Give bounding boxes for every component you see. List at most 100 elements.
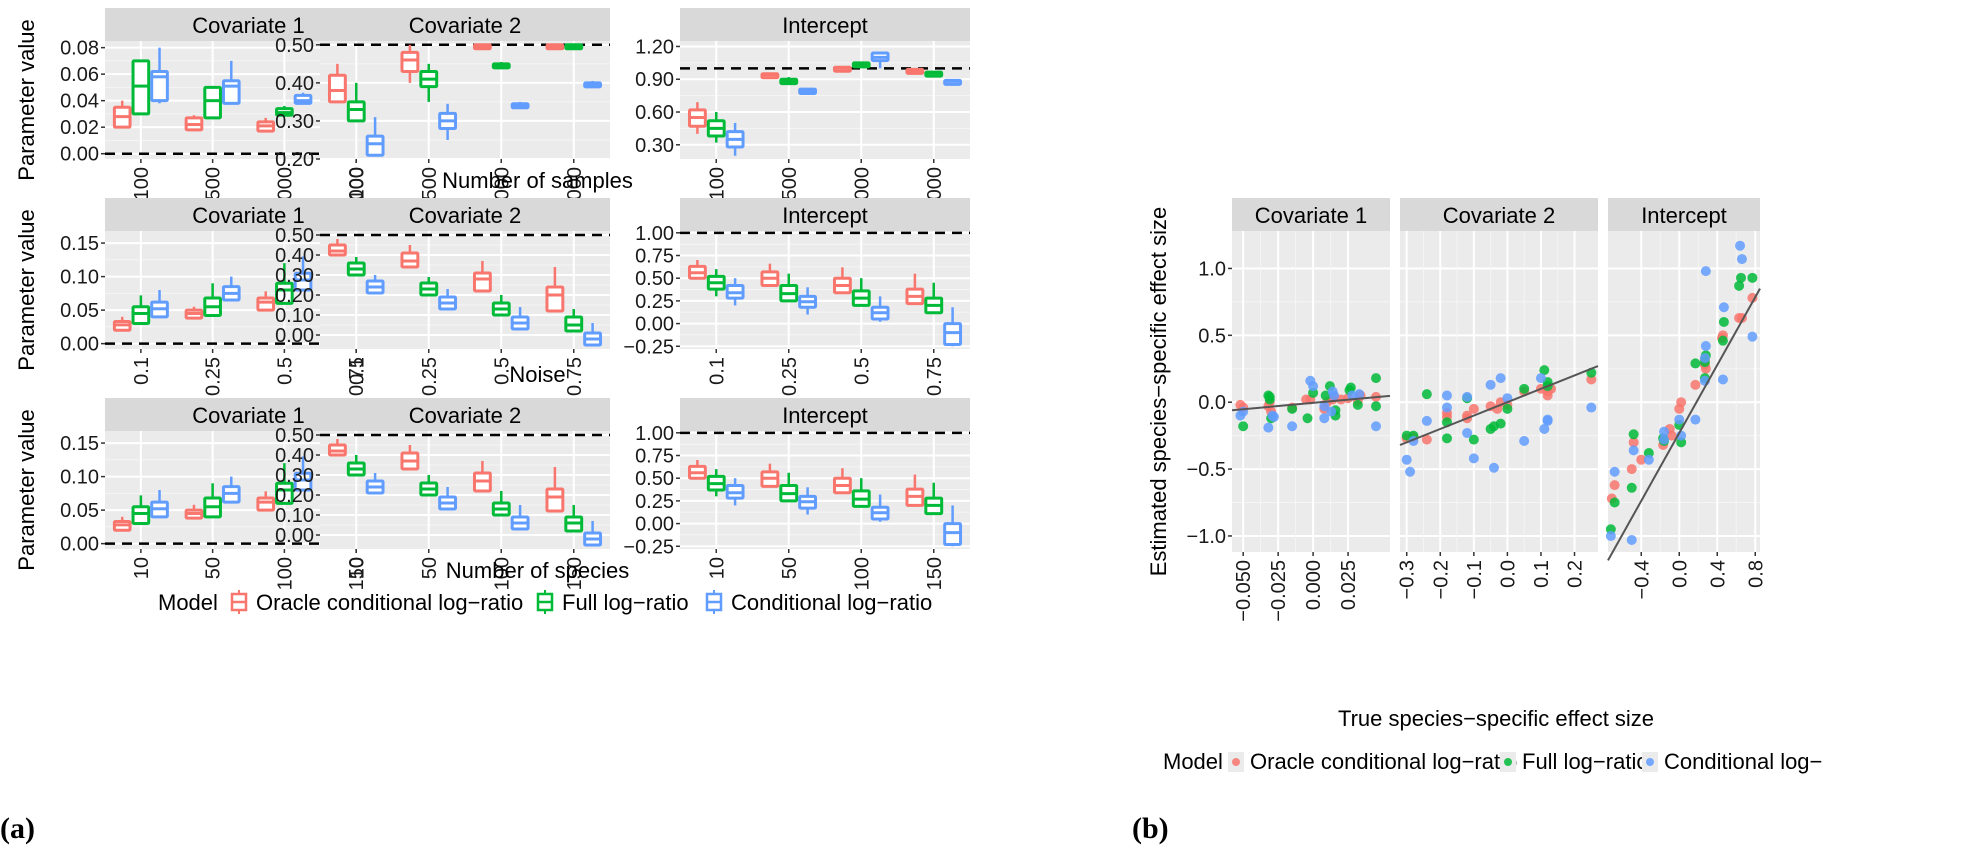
legend-label: Conditional log−ratio [731,590,932,615]
scatter-point-conditional [1495,373,1506,384]
boxplot-full [203,283,222,317]
scatter-point-conditional [1643,454,1654,465]
boxplot-full [779,472,799,503]
box [327,73,347,104]
x-tick-label: 50 [203,557,225,579]
facet-strip [320,398,610,431]
scatter-point-oracle [1468,403,1479,414]
box [293,471,313,492]
scatter-point-full [1747,272,1758,283]
x-tick-label: 100 [346,167,368,200]
boxplot-oracle [472,43,492,51]
box [400,50,420,73]
boxplot-conditional [293,256,313,292]
scatter-point-conditional [1329,390,1340,401]
scatter-point-conditional [1441,390,1452,401]
scatter-point-full [1441,433,1452,444]
scatter-point-conditional [1354,389,1365,400]
x-tick-label: 100 [706,167,728,200]
scatter-point-oracle [1676,397,1687,408]
facet-title: Covariate 1 [192,13,305,38]
y-tick-label: 0.50 [635,268,674,290]
facet-title: Intercept [782,403,868,428]
legend-item-full: Full log−ratio [1500,749,1649,774]
boxplot-full [275,105,294,117]
x-tick-label: 10 [346,557,368,579]
scatter-point-full [1345,382,1356,393]
boxplot-conditional [221,476,241,504]
y-tick-label: 1.0 [1198,258,1226,280]
boxplot-oracle [256,117,276,133]
scatter-point-full [1371,401,1382,412]
boxplot-conditional [221,60,241,105]
scatter-facet-2: Intercept −0.4 0.0 0.4 0.8 [1605,198,1767,599]
y-tick-label: 0.50 [275,35,314,57]
boxplot-full [924,282,944,315]
x-axis-title: Number of samples [442,168,633,193]
legend-a: Model Oracle conditional log−ratio Full lo… [158,590,932,615]
boxplot-conditional [725,278,745,306]
boxplot-conditional [583,80,603,89]
boxplot-conditional [510,307,530,331]
y-tick-label: 0.5 [1198,325,1226,347]
box [203,85,222,120]
legend-title: Model [158,590,218,615]
y-tick-label: 0.90 [635,69,674,91]
y-tick-label: 0.60 [635,102,674,124]
boxplot-full [131,295,151,326]
y-tick-label: 0.08 [60,38,99,60]
boxplot-conditional [725,122,745,156]
box [275,481,294,505]
boxplot-oracle [256,291,276,312]
scatter-point-conditional [1609,466,1620,477]
y-tick-label: 0.00 [60,144,99,166]
x-tick-label: 0.0 [1669,560,1691,588]
boxplot-conditional [943,505,963,547]
y-tick-label: 0.50 [275,225,314,247]
scatter-point-oracle [1690,379,1701,390]
y-tick-label: 0.20 [275,485,314,507]
legend-item-oracle: Oracle conditional log−ratio [1228,749,1517,774]
box [365,134,385,157]
panel-a-label: (a) [0,812,35,845]
y-tick-label: 0.30 [275,465,314,487]
facet-1-1: Covariate 20.000.100.200.300.400.500.1 0.… [275,198,610,396]
box [346,100,366,123]
y-tick-label: 0.00 [275,325,314,347]
y-tick-label: 0.50 [275,425,314,447]
boxplot-conditional [870,51,890,69]
scatter-point-full [1287,403,1298,414]
y-tick-label: 0.05 [60,500,99,522]
y-tick-label: 0.30 [275,265,314,287]
scatter-point-full [1539,365,1550,376]
boxplot-conditional [583,521,603,547]
boxplot-conditional [293,456,313,492]
regression-line [1399,365,1599,446]
x-tick-label: 0.25 [419,357,441,396]
box [293,271,313,292]
x-tick-label: 100 [491,557,513,590]
y-tick-label: 1.00 [635,223,674,245]
y-tick-label: 0.30 [275,111,314,133]
x-tick-label: 150 [924,557,946,590]
box [131,305,151,326]
y-tick-label: 1.20 [635,36,674,58]
legend-item-conditional: Conditional log− [1642,749,1822,774]
boxplot-oracle [184,504,204,520]
x-tick-label: 0.000 [1303,560,1325,610]
x-tick-label: 0.75 [564,357,586,396]
facet-strip [320,8,610,41]
y-tick-label: 0.10 [275,505,314,527]
facet-strip [680,398,970,431]
scatter-point-conditional [1700,341,1711,352]
scatter-point-conditional [1747,331,1758,342]
x-tick-label: 150 [346,557,368,590]
box [150,69,169,103]
boxplot-oracle [184,306,204,320]
x-tick-label: 150 [564,557,586,590]
box [256,296,276,312]
scatter-point-conditional [1326,406,1337,417]
boxplot-full [131,59,151,116]
